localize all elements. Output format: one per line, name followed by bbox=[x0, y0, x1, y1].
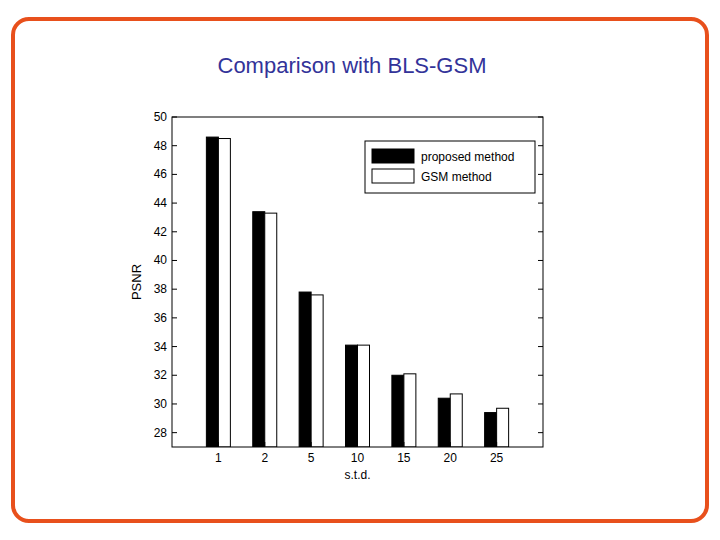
bar bbox=[311, 295, 323, 447]
y-tick-label: 28 bbox=[154, 426, 168, 440]
y-tick bbox=[172, 403, 177, 404]
x-tick-label: 25 bbox=[490, 451, 504, 465]
y-tick bbox=[172, 289, 177, 290]
x-tick-label: 20 bbox=[444, 451, 458, 465]
y-tick-right bbox=[538, 117, 543, 118]
title: Comparison with BLS-GSM bbox=[218, 53, 487, 78]
y-tick-right bbox=[538, 260, 543, 261]
x-tick bbox=[403, 442, 404, 447]
y-tick-label: 32 bbox=[154, 368, 168, 382]
x-tick-label: 15 bbox=[397, 451, 411, 465]
y-tick-right bbox=[538, 432, 543, 433]
bar bbox=[206, 137, 218, 447]
y-tick-label: 38 bbox=[154, 282, 168, 296]
x-tick bbox=[496, 442, 497, 447]
slide: Comparison with BLS-GSM 28 30 32 34 36 38 40 42 4… bbox=[0, 0, 720, 540]
x-tick bbox=[311, 442, 312, 447]
y-tick bbox=[172, 432, 177, 433]
x-tick bbox=[218, 442, 219, 447]
legend-label: GSM method bbox=[421, 170, 492, 184]
y-tick-right bbox=[538, 231, 543, 232]
y-tick-right bbox=[538, 203, 543, 204]
y-tick-right bbox=[538, 403, 543, 404]
y-tick bbox=[172, 145, 177, 146]
axes-frame bbox=[172, 117, 543, 447]
y-tick bbox=[172, 174, 177, 175]
y-axis-label: PSNR bbox=[129, 264, 144, 300]
x-tick-label: 2 bbox=[261, 451, 268, 465]
y-tick bbox=[172, 203, 177, 204]
x-tick-label: 5 bbox=[308, 451, 315, 465]
y-tick-label: 48 bbox=[154, 139, 168, 153]
y-tick-right bbox=[538, 317, 543, 318]
bar bbox=[358, 345, 370, 447]
y-tick bbox=[172, 375, 177, 376]
bar bbox=[450, 394, 462, 447]
bar bbox=[265, 213, 277, 447]
bar bbox=[438, 398, 450, 447]
bar bbox=[392, 375, 404, 447]
slide-border bbox=[13, 19, 707, 521]
y-tick-label: 34 bbox=[154, 340, 168, 354]
y-tick-label: 36 bbox=[154, 311, 168, 325]
y-tick-label: 40 bbox=[154, 253, 168, 267]
legend-swatch bbox=[372, 169, 414, 183]
y-tick-right bbox=[538, 174, 543, 175]
y-tick-right bbox=[538, 375, 543, 376]
x-axis-label: s.t.d. bbox=[344, 468, 370, 482]
bars bbox=[206, 137, 508, 447]
bar bbox=[218, 139, 230, 447]
x-tick bbox=[264, 442, 265, 447]
bar bbox=[404, 374, 416, 447]
y-tick bbox=[172, 117, 177, 118]
x-tick bbox=[357, 442, 358, 447]
y-tick bbox=[172, 231, 177, 232]
y-tick-label: 50 bbox=[154, 110, 168, 124]
bar bbox=[485, 413, 497, 447]
x-tick-label: 10 bbox=[351, 451, 365, 465]
y-tick-right bbox=[538, 346, 543, 347]
y-tick bbox=[172, 260, 177, 261]
y-tick bbox=[172, 317, 177, 318]
legend-box bbox=[365, 141, 535, 193]
bar bbox=[299, 292, 311, 447]
y-tick-right bbox=[538, 289, 543, 290]
y-tick-label: 44 bbox=[154, 196, 168, 210]
bar bbox=[497, 408, 509, 447]
bar bbox=[346, 345, 358, 447]
y-tick-right bbox=[538, 145, 543, 146]
y-tick-label: 46 bbox=[154, 167, 168, 181]
bar bbox=[253, 212, 265, 447]
y-tick-label: 30 bbox=[154, 397, 168, 411]
y-tick bbox=[172, 346, 177, 347]
plot-background bbox=[172, 117, 543, 447]
legend-swatch bbox=[372, 149, 414, 163]
x-tick-label: 1 bbox=[215, 451, 222, 465]
legend-label: proposed method bbox=[421, 150, 514, 164]
x-tick bbox=[450, 442, 451, 447]
y-tick-label: 42 bbox=[154, 225, 168, 239]
